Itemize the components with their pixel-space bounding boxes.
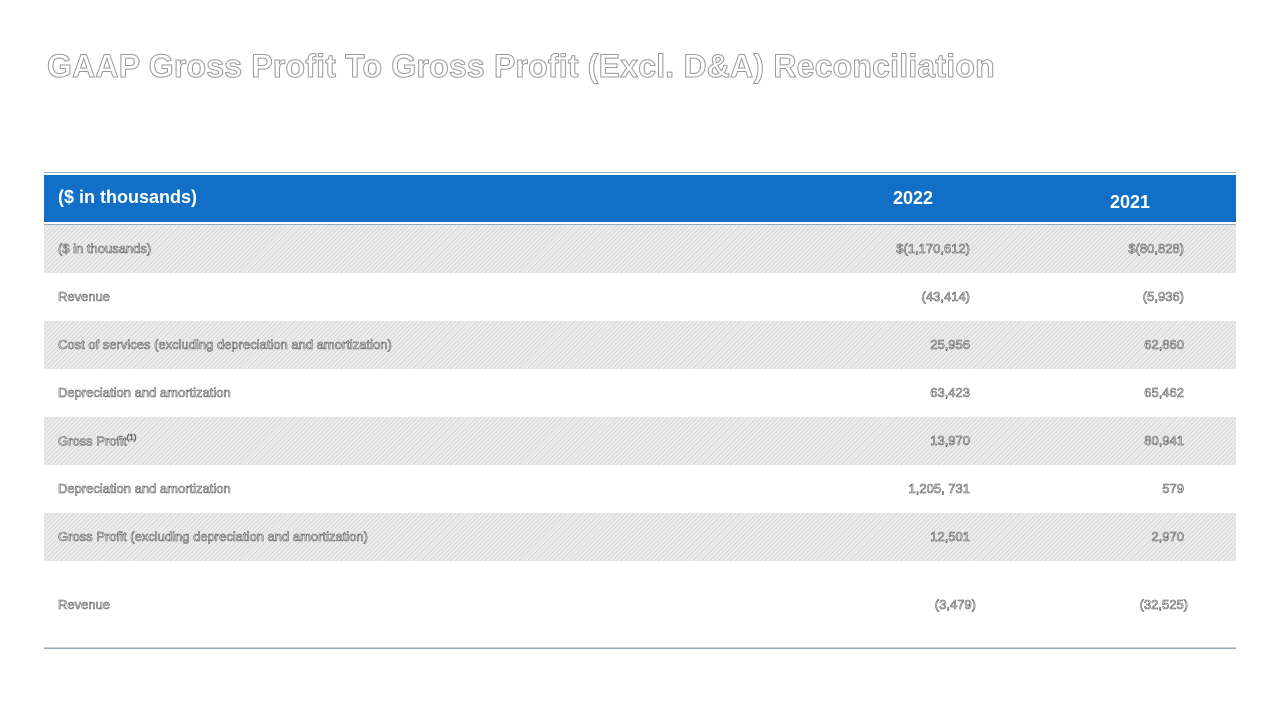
row-value-2021: 62,860	[1144, 337, 1184, 353]
row-value-2022: 25,956	[930, 337, 970, 353]
row-value-2022: $(1,170,612)	[896, 241, 970, 257]
row-value-2021: 579	[1162, 481, 1184, 497]
row-label: Depreciation and amortization	[58, 385, 231, 401]
table-row: ($ in thousands) $(1,170,612) $(80,828)	[44, 225, 1236, 273]
row-label: ($ in thousands)	[58, 241, 152, 257]
table-row: Gross Profit (excluding depreciation and…	[44, 513, 1236, 561]
row-value-2021: (32,525)	[1139, 597, 1188, 613]
row-value-2022: (43,414)	[921, 289, 970, 305]
row-value-2022: 1,205, 731	[908, 481, 970, 497]
row-label: Gross Profit(1)	[58, 433, 137, 449]
reconciliation-table: ($ in thousands) 2022 2021 ($ in thousan…	[44, 172, 1236, 649]
row-value-2021: 2,970	[1151, 529, 1184, 545]
header-rule	[44, 222, 1236, 225]
row-label: Depreciation and amortization	[58, 481, 231, 497]
row-value-2021: 65,462	[1144, 385, 1184, 401]
table-top-rule	[44, 172, 1236, 173]
row-label: Revenue	[58, 597, 111, 613]
header-year-2021: 2021	[1110, 192, 1151, 212]
row-value-2021: 80,941	[1144, 433, 1184, 449]
table-row: Revenue (3,479) (32,525)	[44, 561, 1236, 645]
table-row: Revenue (43,414) (5,936)	[44, 273, 1236, 321]
row-value-2022: 12,501	[930, 529, 970, 545]
row-label: Cost of services (excluding depreciation…	[58, 337, 392, 353]
table-row: Cost of services (excluding depreciation…	[44, 321, 1236, 369]
row-label-text: Gross Profit	[58, 433, 127, 449]
table-row: Gross Profit(1) 13,970 80,941	[44, 417, 1236, 465]
table-header: ($ in thousands) 2022 2021	[44, 175, 1236, 222]
footnote-marker: (1)	[126, 433, 137, 443]
header-units-label: ($ in thousands)	[58, 187, 197, 207]
table-row: Depreciation and amortization 63,423 65,…	[44, 369, 1236, 417]
row-value-2021: (5,936)	[1142, 289, 1184, 305]
header-year-2022: 2022	[893, 188, 934, 208]
row-label: Gross Profit (excluding depreciation and…	[58, 529, 369, 545]
row-value-2022: 13,970	[930, 433, 970, 449]
row-value-2022: 63,423	[930, 385, 970, 401]
row-value-2021: $(80,828)	[1128, 241, 1184, 257]
table-bottom-rule	[44, 647, 1236, 649]
row-value-2022: (3,479)	[934, 597, 976, 613]
table-row: Depreciation and amortization 1,205, 731…	[44, 465, 1236, 513]
page-title: GAAP Gross Profit To Gross Profit (Excl.…	[47, 48, 996, 85]
row-label: Revenue	[58, 289, 111, 305]
